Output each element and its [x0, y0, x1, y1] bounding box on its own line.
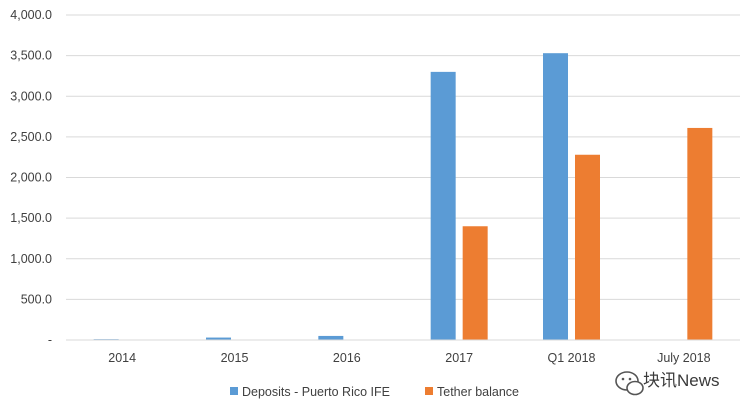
- bar-tether-balance: [687, 127, 713, 340]
- y-tick-label: 1,500.0: [10, 211, 52, 225]
- legend: Deposits - Puerto Rico IFE Tether balance: [230, 385, 519, 399]
- x-tick-labels: 2014 2015 2016 2017 Q1 2018 July 2018: [108, 351, 710, 365]
- legend-swatch: [425, 387, 433, 395]
- bars: [93, 53, 713, 340]
- y-tick-label: 4,000.0: [10, 8, 52, 22]
- bar-tether-balance: [575, 154, 600, 340]
- x-tick-label: 2017: [445, 351, 473, 365]
- legend-label: Tether balance: [437, 385, 519, 399]
- wechat-icon: [615, 371, 644, 396]
- y-tick-label: 1,000.0: [10, 252, 52, 266]
- legend-swatch: [230, 387, 238, 395]
- x-tick-label: 2015: [221, 351, 249, 365]
- x-tick-label: Q1 2018: [548, 351, 596, 365]
- watermark: 块讯News: [615, 371, 720, 396]
- bar-tether-balance: [462, 226, 488, 340]
- y-tick-label: 3,000.0: [10, 89, 52, 103]
- bar-deposits: [206, 337, 231, 340]
- y-tick-label: 2,500.0: [10, 130, 52, 144]
- x-tick-label: July 2018: [657, 351, 711, 365]
- legend-label: Deposits - Puerto Rico IFE: [242, 385, 390, 399]
- bar-deposits: [318, 335, 344, 340]
- x-tick-label: 2014: [108, 351, 136, 365]
- y-tick-label: 500.0: [21, 292, 52, 306]
- y-tick-label: 2,000.0: [10, 171, 52, 185]
- y-tick-label: 3,500.0: [10, 49, 52, 63]
- y-tick-labels: - 500.0 1,000.0 1,500.0 2,000.0 2,500.0 3,000.…: [10, 8, 52, 347]
- x-tick-label: 2016: [333, 351, 361, 365]
- watermark-text: 块讯News: [643, 371, 720, 390]
- gridlines: [66, 14, 740, 300]
- bar-deposits: [430, 71, 456, 340]
- bar-deposits: [543, 53, 568, 340]
- y-tick-label: -: [48, 333, 52, 347]
